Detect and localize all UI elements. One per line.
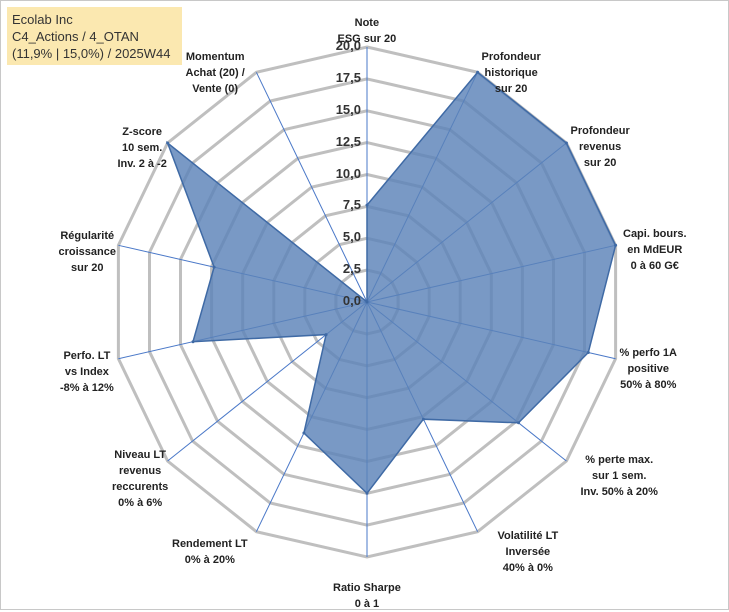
data-point-1 [476, 70, 480, 74]
axis-label-line: Inversée [505, 546, 551, 558]
axis-label-line: revenus [119, 465, 162, 477]
tick-label-7: 17,5 [335, 69, 361, 85]
data-point-9 [324, 333, 328, 337]
axis-label-line: Momentum [185, 51, 245, 63]
axis-label-line: 10 sem. [121, 142, 163, 154]
axis-label-line: Ratio Sharpe [333, 582, 401, 594]
data-point-8 [302, 431, 306, 435]
series-area [165, 71, 617, 495]
tick-label-0: 0,0 [342, 293, 361, 308]
axis-label-line: Inv. 50% à 20% [580, 486, 658, 498]
axis-label-line: Z-score [122, 126, 163, 138]
axis-label-line: croissance [58, 246, 116, 258]
axis-label-8: Rendement LT 0% à 20% [172, 536, 248, 568]
data-point-6 [421, 417, 425, 421]
tick-label-6: 15,0 [335, 101, 361, 117]
axis-label-line: sur 20 [71, 262, 104, 274]
data-point-10 [191, 340, 195, 344]
axis-label-line: ESG sur 20 [337, 33, 397, 45]
axis-label-line: sur 20 [494, 83, 528, 95]
axis-label-line: Inv. 2 à -2 [117, 158, 167, 170]
axis-label-line: revenus [579, 141, 622, 153]
tick-label-2: 5,0 [342, 229, 361, 245]
axis-label-5: % perte max. sur 1 sem. Inv. 50% à 20% [581, 452, 658, 500]
title-company: Ecolab Inc [12, 12, 73, 27]
tick-label-5: 12,5 [335, 133, 361, 149]
axis-label-line: -8% à 12% [60, 382, 114, 394]
axis-label-line: Note [354, 17, 380, 29]
title-category: C4_Actions / 4_OTAN [12, 29, 139, 44]
axis-label-line: sur 1 sem. [592, 470, 647, 482]
axis-label-line: Achat (20) / [185, 67, 245, 79]
axis-label-line: Perfo. LT [63, 350, 111, 362]
data-point-4 [586, 351, 590, 354]
axis-label-line: 50% à 80% [620, 379, 677, 391]
tick-label-3: 7,5 [342, 197, 361, 213]
axis-label-line: Profondeur [481, 51, 541, 63]
data-point-13 [365, 300, 369, 304]
axis-label-line: Profondeur [570, 125, 630, 137]
axis-label-line: % perfo 1A [619, 347, 677, 359]
axis-label-12: Z-score 10 sem. Inv. 2 à -2 [118, 124, 167, 172]
spoke-13 [255, 72, 368, 303]
radar-series [165, 70, 618, 495]
axis-label-2: Profondeur revenus sur 20 [571, 123, 630, 171]
axis-label-9: Niveau LT revenus reccurents 0% à 6% [112, 447, 168, 511]
data-point-3 [614, 243, 618, 247]
axis-label-1: Profondeur historique sur 20 [482, 49, 541, 97]
axis-label-0: Note ESG sur 20 [338, 15, 397, 47]
axis-label-3: Capi. bours. en MdEUR 0 à 60 G€ [623, 226, 687, 274]
title-stats: (11,9% | 15,0%) / 2025W44 [12, 46, 171, 61]
axis-label-line: vs Index [64, 366, 109, 378]
axis-label-line: Volatilité LT [497, 530, 559, 542]
axis-label-line: Capi. bours. [623, 228, 687, 240]
axis-label-line: 0% à 20% [184, 554, 235, 566]
axis-label-line: sur 20 [583, 157, 617, 169]
axis-label-7: Ratio Sharpe 0 à 1 [333, 580, 401, 612]
axis-label-line: positive [627, 363, 670, 375]
axis-label-10: Perfo. LT vs Index -8% à 12% [60, 348, 114, 396]
axis-label-line: 0 à 1 [354, 598, 380, 610]
tick-label-8: 20,0 [335, 38, 361, 53]
axis-label-line: 0% à 6% [118, 497, 163, 509]
tick-label-1: 2,5 [342, 261, 361, 277]
axis-label-line: reccurents [112, 481, 169, 493]
axis-label-line: en MdEUR [627, 244, 683, 256]
data-point-0 [365, 203, 369, 207]
axis-label-line: Rendement LT [172, 538, 248, 550]
data-point-2 [564, 141, 568, 145]
axis-label-line: Vente (0) [192, 83, 239, 95]
axis-label-line: historique [484, 67, 538, 79]
data-point-5 [517, 421, 520, 425]
axis-label-line: % perte max. [585, 454, 654, 466]
tick-label-4: 10,0 [335, 165, 361, 181]
data-point-12 [166, 141, 170, 145]
data-point-11 [212, 265, 216, 269]
data-point-7 [365, 491, 369, 495]
chart-title-box: Ecolab Inc C4_Actions / 4_OTAN (11,9% | … [7, 7, 182, 65]
axis-label-line: Niveau LT [114, 449, 167, 461]
axis-label-line: 0 à 60 G€ [630, 260, 679, 272]
axis-label-13: Momentum Achat (20) / Vente (0) [186, 49, 245, 97]
axis-label-line: 40% à 0% [502, 562, 553, 574]
axis-label-4: % perfo 1A positive 50% à 80% [620, 345, 677, 393]
axis-label-6: Volatilité LT Inversée 40% à 0% [498, 528, 559, 576]
axis-label-line: Régularité [60, 230, 115, 242]
axis-label-11: Régularité croissance sur 20 [59, 228, 116, 276]
